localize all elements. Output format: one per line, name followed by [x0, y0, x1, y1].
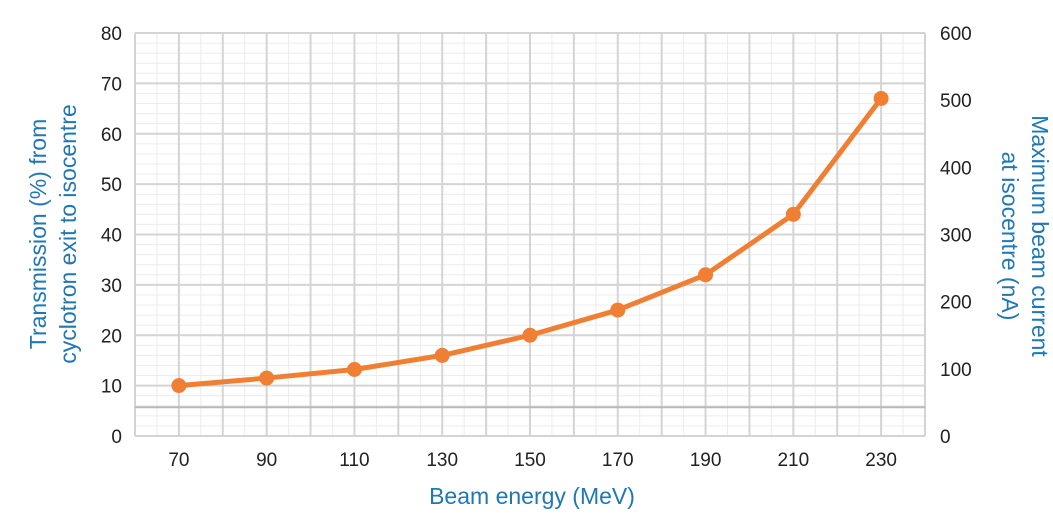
x-axis-tick-labels: 70 90 110 130 150 170 190 210 230	[168, 450, 897, 471]
y-axis-tick-labels: 0 10 20 30 40 50 60 70 80	[101, 24, 122, 448]
y2-tick-label: 300	[940, 226, 972, 247]
y-tick-label: 60	[101, 125, 122, 146]
data-point	[873, 90, 889, 106]
y-tick-label: 80	[101, 24, 122, 45]
y2-tick-label: 100	[940, 360, 972, 381]
y2-tick-label: 0	[940, 427, 951, 448]
secondary-y-axis-title-line-2: at isocentre (nA)	[997, 152, 1023, 321]
y-axis-title: Transmission (%) from cyclotron exit to …	[25, 104, 81, 364]
y-axis-title-line-1: Transmission (%) from	[25, 119, 51, 349]
y-tick-label: 40	[101, 226, 122, 247]
x-tick-label: 130	[426, 450, 458, 471]
x-tick-label: 170	[602, 450, 634, 471]
data-point	[610, 302, 626, 318]
secondary-y-axis-title: Maximum beam current at isocentre (nA)	[997, 115, 1053, 357]
data-point	[434, 347, 450, 363]
y-tick-label: 0	[111, 427, 122, 448]
y2-tick-label: 400	[940, 158, 972, 179]
x-axis-title: Beam energy (MeV)	[429, 483, 635, 509]
data-point	[171, 378, 187, 394]
x-tick-label: 230	[865, 450, 897, 471]
x-tick-label: 150	[514, 450, 546, 471]
series-layer	[171, 90, 889, 394]
grid	[134, 32, 926, 437]
data-point	[698, 267, 714, 283]
data-point	[259, 370, 275, 386]
y2-tick-label: 500	[940, 91, 972, 112]
y-tick-label: 50	[101, 175, 122, 196]
data-point	[346, 362, 362, 378]
secondary-y-axis-title-line-1: Maximum beam current	[1027, 115, 1053, 357]
y-tick-label: 10	[101, 377, 122, 398]
secondary-y-axis-tick-labels: 0 100 200 300 400 500 600	[940, 24, 972, 448]
x-tick-label: 190	[690, 450, 722, 471]
y2-tick-label: 600	[940, 24, 972, 45]
y2-tick-label: 200	[940, 293, 972, 314]
x-tick-label: 110	[339, 450, 369, 471]
y-axis-title-line-2: cyclotron exit to isocentre	[55, 104, 81, 364]
data-point	[785, 206, 801, 222]
y-tick-label: 30	[101, 276, 122, 297]
x-tick-label: 70	[168, 450, 189, 471]
y-tick-label: 70	[101, 74, 122, 95]
data-point	[522, 327, 538, 343]
x-tick-label: 90	[256, 450, 277, 471]
y-tick-label: 20	[101, 326, 122, 347]
x-tick-label: 210	[777, 450, 809, 471]
